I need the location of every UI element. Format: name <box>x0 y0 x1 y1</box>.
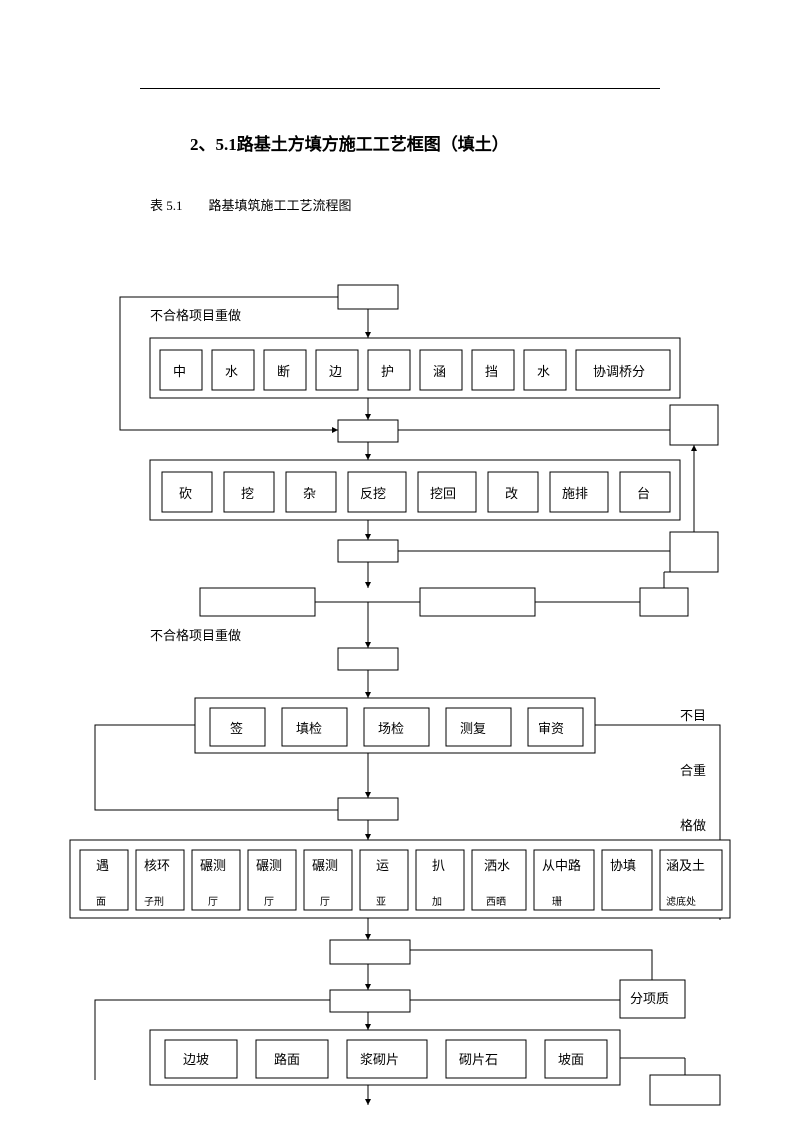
node-mid-5 <box>330 940 410 964</box>
row1-7: 水 <box>537 364 550 379</box>
row2-5: 改 <box>505 486 518 501</box>
row4: 遇 核环 碾测 碾测 碾测 运 扒 洒水 从中路 协填 涵及土 面 子刑 厅 厅… <box>80 850 722 910</box>
row1-3: 边 <box>329 364 342 379</box>
r4b-1: 子刑 <box>144 895 164 908</box>
fail-redo-1: 不合格项目重做 <box>150 308 241 323</box>
r4t-10: 涵及土 <box>666 858 705 873</box>
r4b-6: 加 <box>432 896 442 908</box>
node-mid-6 <box>330 990 410 1012</box>
edge <box>410 950 652 980</box>
side-box-r <box>420 588 535 616</box>
row1-4: 护 <box>381 364 394 379</box>
row1-1: 水 <box>225 364 238 379</box>
row2-3: 反挖 <box>360 486 386 501</box>
row1-6: 挡 <box>485 364 498 379</box>
row3-4: 审资 <box>538 721 564 736</box>
bottom-right-box <box>650 1075 720 1105</box>
right-box-2 <box>670 532 718 572</box>
row1-0: 中 <box>173 364 186 379</box>
r4b-7: 西晒 <box>486 896 506 908</box>
r4t-7: 洒水 <box>484 858 510 873</box>
row5-2: 浆砌片 <box>360 1052 399 1067</box>
row3-3: 测复 <box>460 721 486 736</box>
fail-redo-2: 不合格项目重做 <box>150 628 241 643</box>
r4t-4: 碾测 <box>312 858 338 873</box>
row5-0: 边坡 <box>183 1052 209 1067</box>
row5-1: 路面 <box>274 1052 300 1067</box>
r4b-0: 面 <box>96 897 106 908</box>
r4b-2: 厅 <box>208 897 218 908</box>
r4b-9: 滤底处 <box>666 895 696 908</box>
r4b-4: 厅 <box>320 897 330 908</box>
row3-2: 场检 <box>378 721 404 736</box>
row2-7: 台 <box>637 486 650 501</box>
side-c: 格做 <box>680 818 706 833</box>
r4t-6: 扒 <box>432 858 445 873</box>
node-mid-1 <box>338 420 398 442</box>
flowchart: 中 水 断 边 护 涵 挡 水 协调桥分 不合格项目重做 砍 挖 杂 反挖 <box>0 0 793 1122</box>
right-box-3 <box>640 588 688 616</box>
r4t-1: 核环 <box>144 858 170 873</box>
side-a: 不目 <box>680 708 706 723</box>
r4b-5: 亚 <box>376 897 386 908</box>
row3-1: 填检 <box>296 721 322 736</box>
r4t-3: 碾测 <box>256 858 282 873</box>
row2-4: 挖回 <box>430 486 456 501</box>
r4b-3: 厅 <box>264 897 274 908</box>
row2-6: 施排 <box>562 486 588 501</box>
row3-0: 签 <box>230 721 243 736</box>
row2-0: 砍 <box>179 486 192 501</box>
r4t-9: 协填 <box>610 858 636 873</box>
row5-3: 砌片石 <box>459 1052 498 1067</box>
r4t-0: 遇 <box>96 858 109 873</box>
right-result: 分项质 <box>630 991 669 1006</box>
side-b: 合重 <box>680 763 706 778</box>
r4t-5: 运 <box>376 858 389 873</box>
node-mid-3 <box>338 648 398 670</box>
row1-5: 涵 <box>433 364 446 379</box>
r4t-8: 从中路 <box>542 858 581 873</box>
node-mid-4 <box>338 798 398 820</box>
row1-8: 协调桥分 <box>593 364 645 379</box>
r4t-2: 碾测 <box>200 858 226 873</box>
side-box-l <box>200 588 315 616</box>
row5-4: 坡面 <box>558 1052 584 1067</box>
right-box-1 <box>670 405 718 445</box>
row2-1: 挖 <box>241 486 254 501</box>
row1-2: 断 <box>277 364 290 379</box>
node-mid-2 <box>338 540 398 562</box>
row2-2: 杂 <box>303 486 316 501</box>
node-top <box>338 285 398 309</box>
r4b-8: 珊 <box>552 896 562 908</box>
